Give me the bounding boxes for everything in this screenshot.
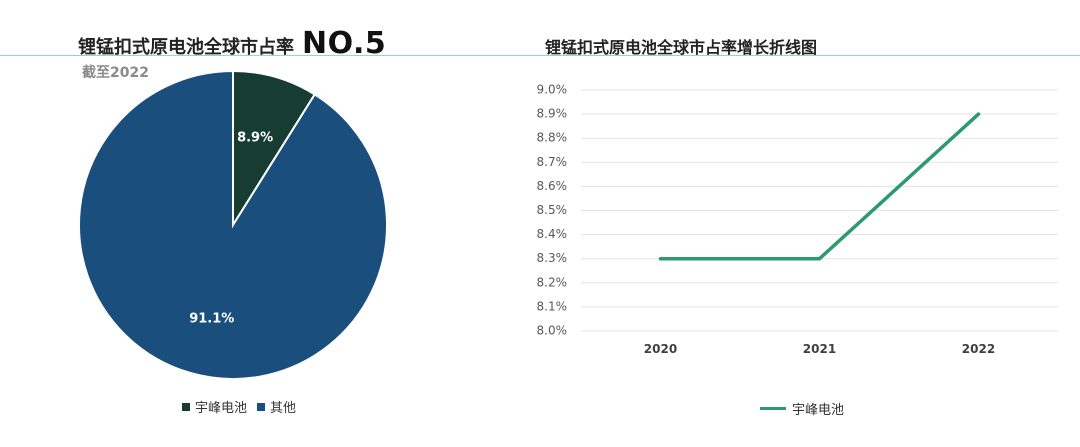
legend-label-other: 其他 xyxy=(270,401,297,416)
legend-line-swatch xyxy=(760,407,786,410)
line-legend: 宇峰电池 xyxy=(760,399,844,418)
pie-slice-1 xyxy=(78,69,388,380)
x-tick-label: 2022 xyxy=(962,342,995,356)
line-chart: 9.0% 8.9% 8.8% 8.7% 8.6% 8.5% 8.4% 8.3% 8.2% 8.1%… xyxy=(537,83,1058,356)
pie-data-label-1: 91.1% xyxy=(189,312,234,327)
y-tick-label: 8.9% xyxy=(537,107,568,121)
pie-chart-title: 锂锰扣式原电池全球市占率 xyxy=(78,37,294,58)
legend-item-yufeng: 宇峰电池 xyxy=(182,397,247,416)
y-tick-label: 9.0% xyxy=(537,83,568,97)
pie-chart-subtitle: 截至2022 xyxy=(82,65,149,81)
series-point xyxy=(818,257,821,261)
y-tick-label: 8.4% xyxy=(537,227,568,241)
y-tick-label: 8.3% xyxy=(537,251,568,265)
legend-label-yufeng: 宇峰电池 xyxy=(195,401,248,416)
y-tick-label: 8.8% xyxy=(537,131,568,145)
pie-slice-0 xyxy=(232,69,317,229)
series-point xyxy=(659,257,662,261)
pie-data-label-0: 8.9% xyxy=(237,131,273,146)
series-point xyxy=(977,112,980,116)
y-tick-label: 8.7% xyxy=(537,155,568,169)
y-tick-label: 8.1% xyxy=(537,299,568,313)
legend-label-series: 宇峰电池 xyxy=(792,403,845,418)
legend-swatch-yufeng xyxy=(182,402,190,411)
legend-swatch-other xyxy=(257,402,266,411)
pie-legend: 宇峰电池 其他 xyxy=(182,397,306,416)
y-tick-label: 8.0% xyxy=(537,324,568,338)
pie-chart: 8.9% 91.1% xyxy=(78,69,388,380)
y-tick-label: 8.2% xyxy=(537,275,568,289)
legend-item-other: 其他 xyxy=(257,397,296,416)
line-chart-title: 锂锰扣式原电池全球市占率增长折线图 xyxy=(545,38,818,57)
y-tick-label: 8.6% xyxy=(537,179,568,193)
x-tick-label: 2021 xyxy=(803,342,836,356)
y-tick-label: 8.5% xyxy=(537,203,568,217)
x-tick-label: 2020 xyxy=(644,342,677,356)
header-divider xyxy=(0,55,1080,56)
